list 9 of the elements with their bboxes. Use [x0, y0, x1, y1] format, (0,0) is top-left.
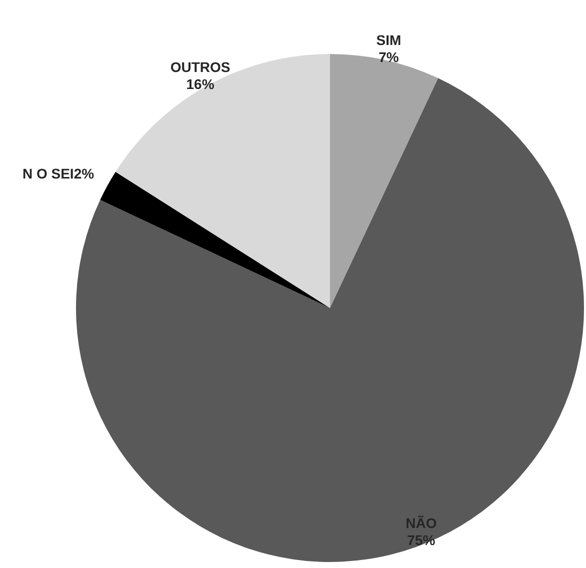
data-label: 7% [378, 49, 400, 66]
data-label: 75% [407, 532, 436, 548]
pie-slice [116, 54, 330, 308]
slice-label: SIM [376, 32, 402, 48]
slice-label: OUTROS [170, 59, 230, 76]
pie-slice [330, 54, 438, 308]
data-label: 16% [186, 76, 215, 92]
slice-label: N O SEI2% [22, 165, 95, 182]
pie-slice [100, 172, 330, 308]
